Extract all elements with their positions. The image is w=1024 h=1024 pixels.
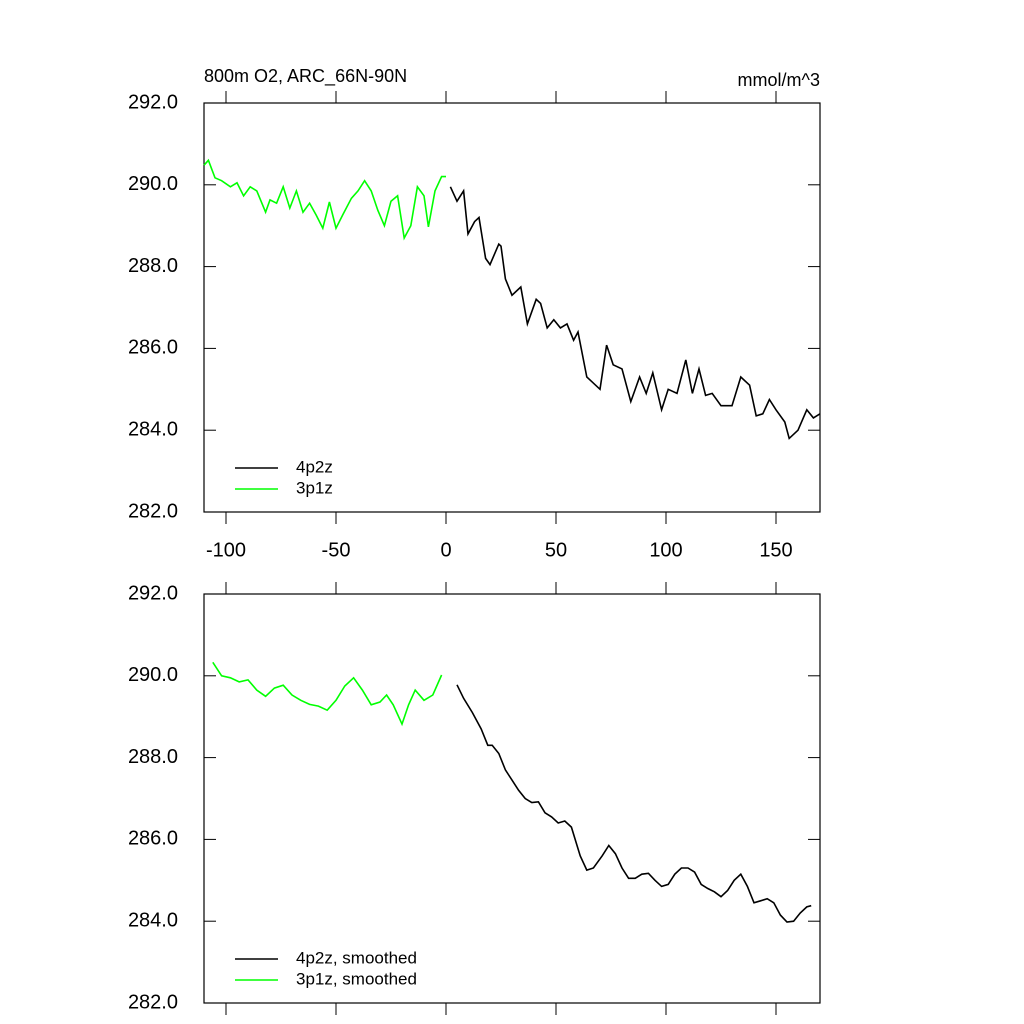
y-tick-label: 282.0 (128, 991, 178, 1013)
x-tick-label: -100 (206, 539, 246, 561)
y-tick-label: 290.0 (128, 664, 178, 686)
y-tick-label: 282.0 (128, 500, 178, 522)
plot-frame (203, 593, 821, 1004)
legend-label: 4p2z, smoothed (296, 948, 417, 967)
x-tick-label: 50 (545, 539, 567, 561)
plot-frame (203, 102, 821, 513)
data-line (456, 684, 812, 923)
y-tick-label: 292.0 (128, 91, 178, 113)
y-tick-label: 288.0 (128, 255, 178, 277)
x-tick-label: 0 (440, 539, 451, 561)
data-line (203, 158, 446, 241)
y-tick-label: 286.0 (128, 828, 178, 850)
y-tick-label: 284.0 (128, 909, 178, 931)
x-tick-label: 150 (759, 539, 792, 561)
y-tick-label: 286.0 (128, 337, 178, 359)
y-tick-label: 284.0 (128, 418, 178, 440)
x-tick-label: -50 (322, 539, 351, 561)
legend-label: 3p1z, smoothed (296, 969, 417, 988)
data-line (212, 661, 443, 727)
y-tick-label: 288.0 (128, 746, 178, 768)
data-line (449, 186, 821, 440)
legend-label: 3p1z (296, 478, 333, 497)
y-tick-label: 290.0 (128, 173, 178, 195)
units-label: mmol/m^3 (738, 70, 820, 90)
x-tick-label: 100 (649, 539, 682, 561)
legend-label: 4p2z (296, 457, 333, 476)
chart-title: 800m O2, ARC_66N-90N (204, 66, 407, 87)
y-tick-label: 292.0 (128, 582, 178, 604)
